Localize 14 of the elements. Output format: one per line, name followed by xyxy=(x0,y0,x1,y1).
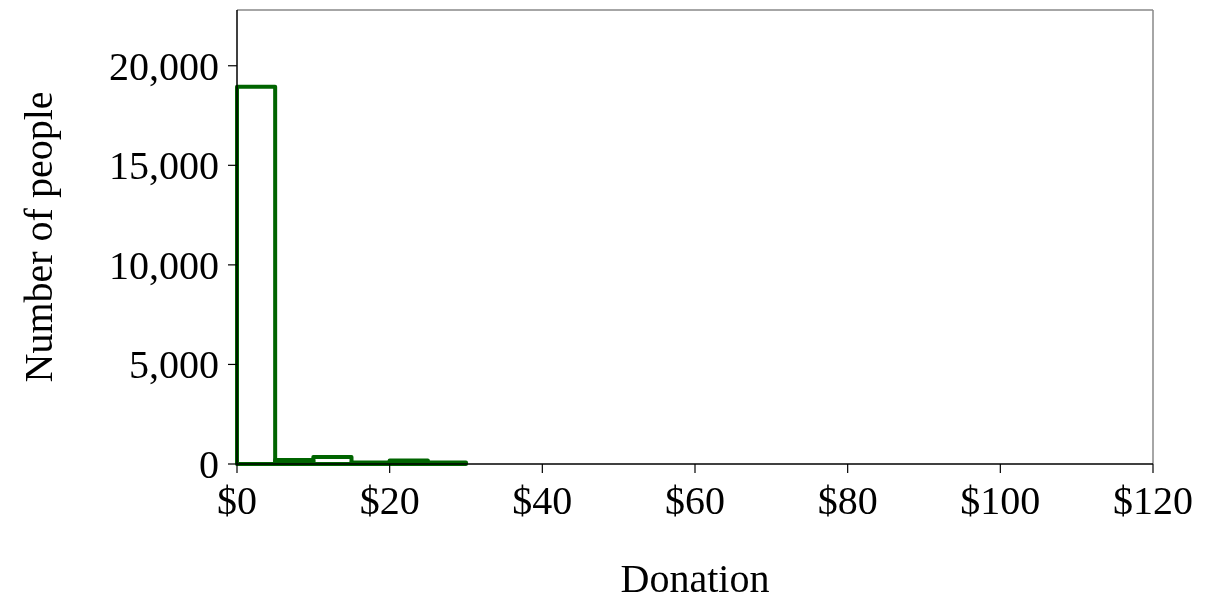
y-tick-label: 20,000 xyxy=(109,43,219,89)
x-tick-label: $80 xyxy=(817,478,878,523)
x-tick-label: $20 xyxy=(359,478,420,523)
x-tick-label: $100 xyxy=(960,478,1041,523)
x-tick-label: $40 xyxy=(512,478,573,523)
x-tick-label: $0 xyxy=(217,478,257,523)
x-tick-label: $120 xyxy=(1113,478,1193,523)
y-tick-label: 5,000 xyxy=(129,342,219,388)
y-tick-label: 15,000 xyxy=(109,143,219,189)
x-axis-title: Donation xyxy=(620,556,770,600)
y-tick-label: 10,000 xyxy=(109,242,219,288)
x-tick-label: $60 xyxy=(665,478,725,523)
y-axis-title: Number of people xyxy=(16,91,61,383)
y-tick-label: 0 xyxy=(199,442,219,487)
